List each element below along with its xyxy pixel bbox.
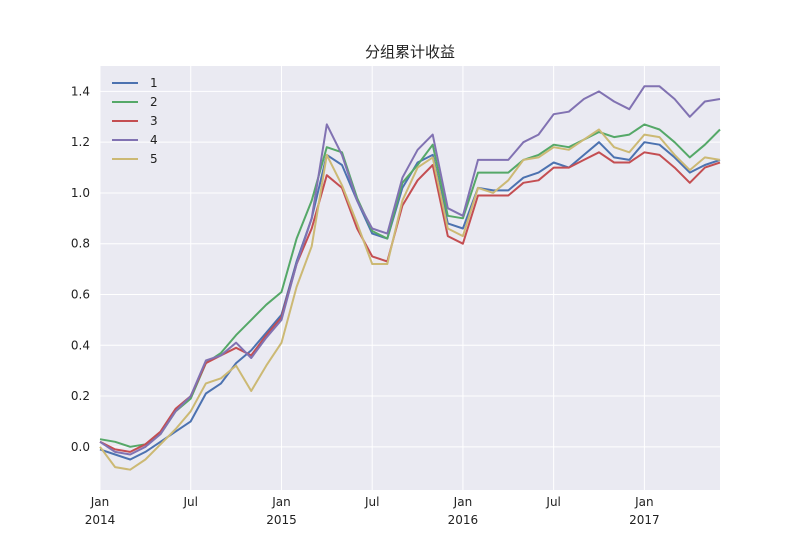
legend-label: 5 [150, 152, 158, 166]
x-tick-label: Jan [634, 495, 654, 509]
y-tick-label: 0.8 [71, 237, 90, 251]
x-tick-year-label: 2017 [629, 513, 660, 527]
legend-label: 2 [150, 95, 158, 109]
x-tick-year-label: 2014 [85, 513, 116, 527]
x-tick-label: Jan [453, 495, 473, 509]
x-tick-label: Jan [271, 495, 291, 509]
y-tick-label: 1.2 [71, 135, 90, 149]
legend-label: 3 [150, 114, 158, 128]
x-tick-label: Jan [90, 495, 110, 509]
x-tick-label: Jul [545, 495, 560, 509]
series-line-4 [99, 85, 721, 456]
x-tick-year-label: 2016 [448, 513, 479, 527]
x-tick-label: Jul [364, 495, 379, 509]
plot-area [100, 66, 720, 490]
y-tick-label: 1.4 [71, 84, 90, 98]
x-axis-ticks: Jan 2014 Jul Jan 2015 Jul Jan 2016 Jul Jan 2017 [85, 495, 660, 527]
y-tick-label: 0.0 [71, 440, 90, 454]
legend-label: 1 [150, 76, 158, 90]
legend: 1 2 3 4 5 [112, 76, 158, 166]
x-tick-year-label: 2015 [266, 513, 297, 527]
series-lines [99, 85, 721, 471]
y-tick-label: 0.2 [71, 389, 90, 403]
y-tick-label: 1.0 [71, 186, 90, 200]
y-tick-label: 0.6 [71, 288, 90, 302]
chart-title: 分组累计收益 [365, 43, 455, 61]
y-axis-ticks: 0.0 0.2 0.4 0.6 0.8 1.0 1.2 1.4 [71, 84, 90, 453]
y-tick-label: 0.4 [71, 338, 90, 352]
x-tick-label: Jul [182, 495, 197, 509]
legend-label: 4 [150, 133, 158, 147]
series-line-5 [99, 128, 721, 471]
